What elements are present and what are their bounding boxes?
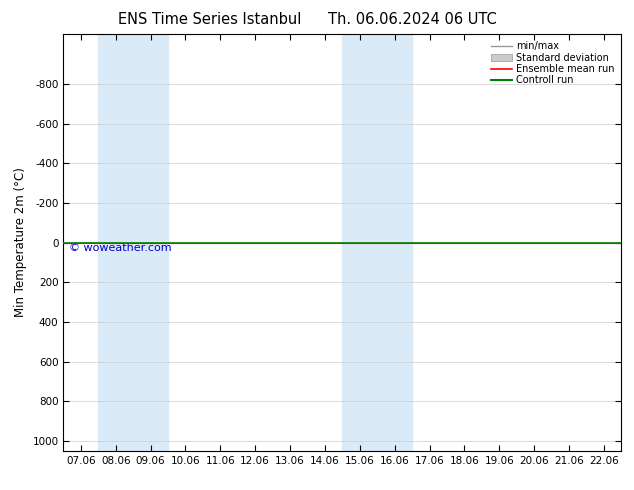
Text: ENS Time Series Istanbul: ENS Time Series Istanbul	[117, 12, 301, 27]
Bar	[342, 34, 412, 451]
Text: © woweather.com: © woweather.com	[69, 243, 172, 252]
Text: Th. 06.06.2024 06 UTC: Th. 06.06.2024 06 UTC	[328, 12, 496, 27]
Legend: min/max, Standard deviation, Ensemble mean run, Controll run: min/max, Standard deviation, Ensemble me…	[489, 39, 616, 87]
Y-axis label: Min Temperature 2m (°C): Min Temperature 2m (°C)	[14, 168, 27, 318]
Bar	[98, 34, 168, 451]
